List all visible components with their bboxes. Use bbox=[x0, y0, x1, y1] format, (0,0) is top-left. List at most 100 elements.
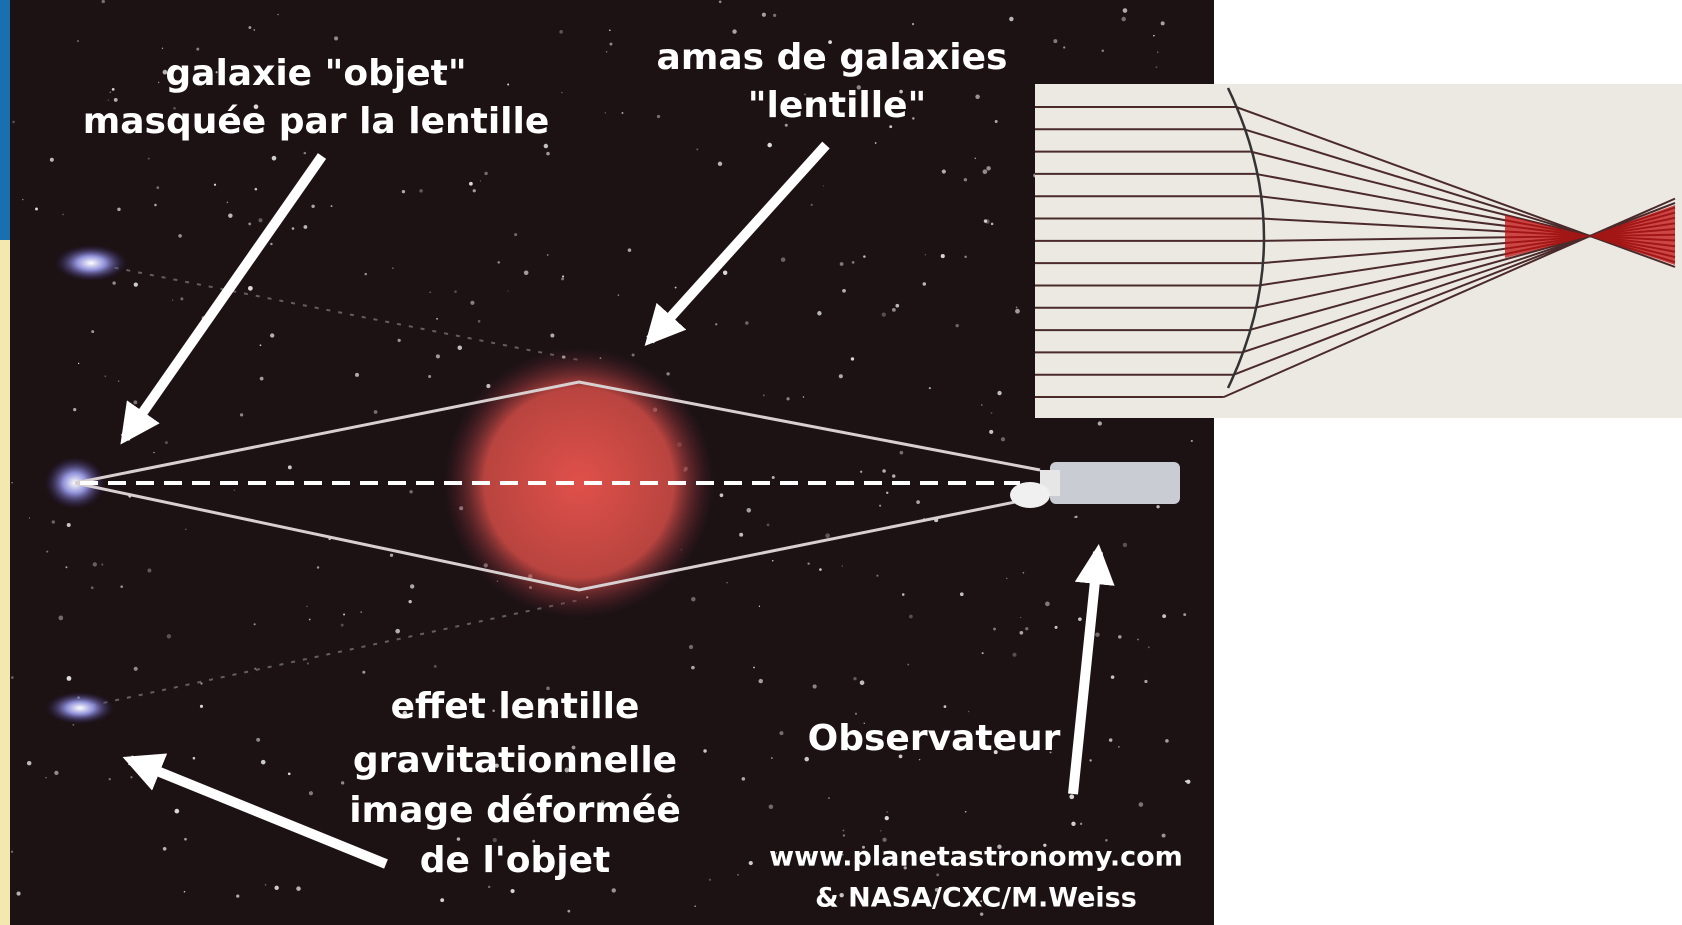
star bbox=[174, 808, 180, 814]
star bbox=[839, 262, 844, 266]
star bbox=[550, 333, 555, 338]
star bbox=[892, 474, 896, 478]
star bbox=[974, 157, 976, 160]
star bbox=[166, 634, 172, 639]
star bbox=[77, 362, 80, 365]
star bbox=[171, 299, 174, 301]
star bbox=[454, 290, 457, 293]
star bbox=[908, 614, 913, 619]
star bbox=[1155, 66, 1158, 69]
star bbox=[967, 710, 970, 713]
star bbox=[1153, 34, 1155, 37]
star bbox=[35, 207, 38, 211]
star bbox=[334, 36, 339, 41]
star bbox=[362, 670, 366, 674]
star bbox=[133, 282, 138, 287]
star bbox=[817, 311, 822, 316]
star bbox=[117, 380, 120, 382]
star bbox=[1160, 21, 1165, 26]
star bbox=[717, 161, 723, 166]
star bbox=[287, 772, 291, 776]
label: Observateur bbox=[808, 718, 1061, 759]
label: de l'objet bbox=[420, 840, 611, 881]
star bbox=[611, 888, 616, 893]
star bbox=[1138, 802, 1144, 807]
star bbox=[853, 676, 857, 681]
star bbox=[688, 644, 694, 650]
star bbox=[440, 72, 443, 75]
star bbox=[402, 710, 408, 716]
star bbox=[523, 270, 529, 276]
star bbox=[1108, 738, 1113, 742]
star bbox=[880, 830, 882, 832]
star bbox=[494, 763, 499, 768]
credit: & NASA/CXC/M.Weiss bbox=[815, 883, 1137, 914]
star bbox=[990, 412, 993, 414]
star bbox=[104, 375, 107, 378]
ray bbox=[1223, 197, 1676, 398]
star bbox=[156, 186, 160, 190]
star bbox=[65, 566, 68, 569]
star bbox=[397, 338, 401, 343]
star bbox=[112, 281, 116, 285]
star bbox=[153, 451, 155, 454]
star bbox=[507, 83, 510, 86]
star bbox=[916, 500, 920, 504]
star bbox=[571, 745, 576, 750]
cluster bbox=[444, 348, 714, 618]
star bbox=[1022, 571, 1025, 574]
star bbox=[107, 99, 110, 101]
star bbox=[355, 372, 360, 377]
star bbox=[260, 759, 266, 765]
star bbox=[543, 143, 549, 149]
star bbox=[254, 187, 258, 191]
star bbox=[779, 731, 784, 736]
star bbox=[874, 142, 877, 144]
star bbox=[941, 169, 946, 174]
star bbox=[990, 222, 994, 226]
star bbox=[1073, 516, 1076, 519]
star bbox=[1121, 16, 1126, 22]
star bbox=[92, 562, 97, 567]
star bbox=[469, 181, 473, 186]
star bbox=[457, 345, 463, 351]
star bbox=[66, 676, 72, 681]
star bbox=[239, 413, 244, 417]
star bbox=[259, 376, 264, 381]
star bbox=[1190, 439, 1193, 443]
star bbox=[497, 261, 501, 264]
star bbox=[287, 465, 292, 470]
star bbox=[983, 219, 988, 223]
star bbox=[178, 234, 182, 238]
star bbox=[766, 523, 770, 527]
star bbox=[1063, 46, 1066, 49]
star bbox=[303, 151, 307, 155]
star bbox=[1045, 601, 1050, 607]
star bbox=[154, 203, 157, 207]
star bbox=[161, 47, 164, 49]
star bbox=[981, 652, 984, 655]
star bbox=[330, 205, 333, 208]
label: masquée par la lentille bbox=[83, 101, 550, 142]
star bbox=[436, 317, 439, 320]
star bbox=[492, 838, 497, 843]
star bbox=[259, 344, 262, 347]
star bbox=[975, 94, 980, 100]
star bbox=[546, 254, 549, 256]
star bbox=[199, 704, 204, 708]
star bbox=[306, 662, 310, 665]
star bbox=[54, 770, 59, 776]
star bbox=[120, 585, 124, 588]
star bbox=[1162, 614, 1167, 619]
star bbox=[1161, 833, 1166, 838]
star bbox=[46, 550, 49, 553]
label: amas de galaxies bbox=[657, 37, 1008, 78]
star bbox=[732, 29, 737, 34]
star bbox=[1105, 838, 1108, 842]
star bbox=[49, 157, 54, 162]
star bbox=[343, 613, 345, 616]
star bbox=[924, 254, 926, 256]
star bbox=[940, 254, 945, 259]
star bbox=[492, 709, 495, 713]
star bbox=[419, 693, 423, 697]
